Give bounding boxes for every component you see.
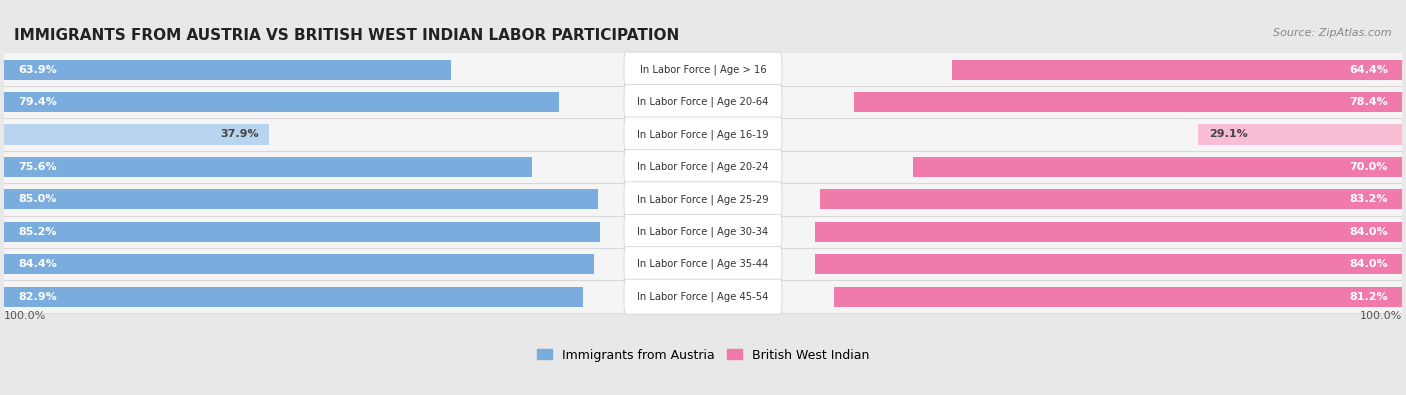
FancyBboxPatch shape <box>624 149 782 184</box>
Text: In Labor Force | Age 16-19: In Labor Force | Age 16-19 <box>637 129 769 140</box>
Bar <box>821 189 1402 209</box>
Bar <box>4 254 593 274</box>
Bar <box>834 287 1402 307</box>
Text: In Labor Force | Age > 16: In Labor Force | Age > 16 <box>640 64 766 75</box>
Text: In Labor Force | Age 20-64: In Labor Force | Age 20-64 <box>637 97 769 107</box>
Text: 70.0%: 70.0% <box>1350 162 1388 172</box>
Bar <box>815 222 1402 242</box>
Bar <box>4 183 1402 216</box>
Text: 37.9%: 37.9% <box>219 130 259 139</box>
Text: In Labor Force | Age 20-24: In Labor Force | Age 20-24 <box>637 162 769 172</box>
Bar <box>815 254 1402 274</box>
Text: Source: ZipAtlas.com: Source: ZipAtlas.com <box>1274 28 1392 38</box>
Text: 100.0%: 100.0% <box>1360 311 1402 321</box>
Text: 78.4%: 78.4% <box>1350 97 1388 107</box>
Bar <box>952 60 1402 80</box>
FancyBboxPatch shape <box>624 182 782 217</box>
Bar <box>4 124 269 145</box>
Bar <box>4 216 1402 248</box>
Bar <box>4 280 1402 313</box>
Text: 84.0%: 84.0% <box>1350 227 1388 237</box>
Bar <box>4 151 1402 183</box>
Bar <box>4 86 1402 118</box>
Bar <box>4 287 583 307</box>
Bar <box>4 118 1402 151</box>
Bar <box>912 157 1402 177</box>
Bar <box>4 157 533 177</box>
Text: 84.4%: 84.4% <box>18 259 58 269</box>
Text: 83.2%: 83.2% <box>1350 194 1388 204</box>
FancyBboxPatch shape <box>624 214 782 249</box>
Text: 84.0%: 84.0% <box>1350 259 1388 269</box>
Text: 82.9%: 82.9% <box>18 292 56 302</box>
Text: In Labor Force | Age 45-54: In Labor Force | Age 45-54 <box>637 292 769 302</box>
Text: 85.0%: 85.0% <box>18 194 56 204</box>
Text: IMMIGRANTS FROM AUSTRIA VS BRITISH WEST INDIAN LABOR PARTICIPATION: IMMIGRANTS FROM AUSTRIA VS BRITISH WEST … <box>14 28 679 43</box>
FancyBboxPatch shape <box>624 117 782 152</box>
Bar <box>4 53 1402 86</box>
Text: In Labor Force | Age 25-29: In Labor Force | Age 25-29 <box>637 194 769 205</box>
FancyBboxPatch shape <box>624 52 782 87</box>
Text: 63.9%: 63.9% <box>18 65 56 75</box>
Bar <box>4 248 1402 280</box>
Bar <box>4 189 598 209</box>
Bar <box>4 60 451 80</box>
Bar <box>1198 124 1402 145</box>
Bar <box>4 92 560 112</box>
FancyBboxPatch shape <box>624 85 782 120</box>
Text: 81.2%: 81.2% <box>1350 292 1388 302</box>
Text: 75.6%: 75.6% <box>18 162 56 172</box>
Text: 79.4%: 79.4% <box>18 97 58 107</box>
Bar <box>853 92 1402 112</box>
Text: In Labor Force | Age 35-44: In Labor Force | Age 35-44 <box>637 259 769 269</box>
FancyBboxPatch shape <box>624 247 782 282</box>
Text: In Labor Force | Age 30-34: In Labor Force | Age 30-34 <box>637 226 769 237</box>
Legend: Immigrants from Austria, British West Indian: Immigrants from Austria, British West In… <box>531 344 875 367</box>
Text: 85.2%: 85.2% <box>18 227 56 237</box>
Text: 29.1%: 29.1% <box>1209 130 1247 139</box>
FancyBboxPatch shape <box>624 279 782 314</box>
Text: 64.4%: 64.4% <box>1348 65 1388 75</box>
Text: 100.0%: 100.0% <box>4 311 46 321</box>
Bar <box>4 222 599 242</box>
